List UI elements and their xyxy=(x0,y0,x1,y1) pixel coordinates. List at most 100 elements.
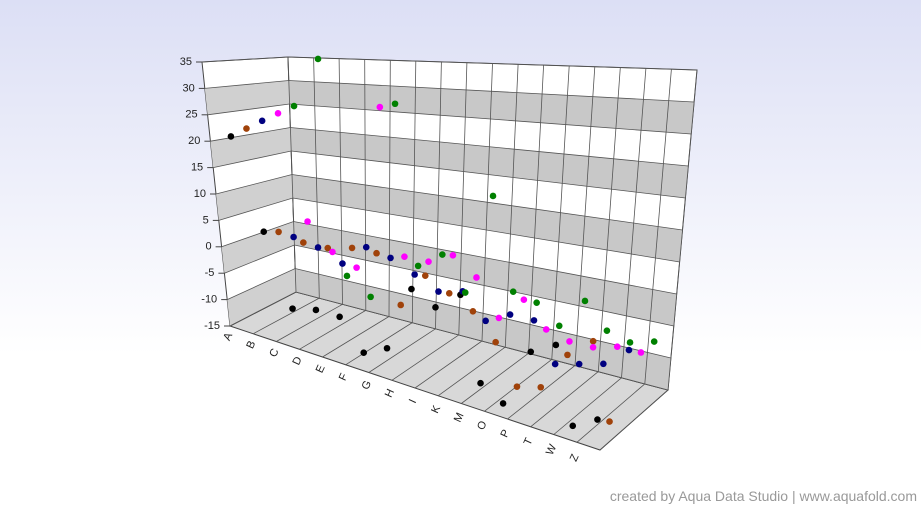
point xyxy=(495,314,503,322)
x-tick-label: G xyxy=(360,379,374,392)
point xyxy=(552,341,560,349)
band xyxy=(204,80,290,115)
point xyxy=(509,288,517,295)
point xyxy=(314,55,322,63)
point xyxy=(600,360,607,368)
point xyxy=(589,337,597,345)
point xyxy=(469,308,477,315)
point xyxy=(566,338,573,345)
point xyxy=(445,289,453,297)
y-tick-label: 15 xyxy=(191,162,203,174)
y-tick-label: 35 xyxy=(180,56,192,68)
x-tick-label: P xyxy=(498,428,512,440)
point xyxy=(613,343,621,351)
y-tick-label: 30 xyxy=(183,82,195,94)
category-grid xyxy=(391,62,468,381)
band xyxy=(210,127,292,168)
point xyxy=(387,254,394,262)
point xyxy=(489,192,497,200)
point xyxy=(300,239,307,246)
point xyxy=(492,338,499,346)
point xyxy=(589,343,597,351)
point xyxy=(339,260,346,267)
category-grid xyxy=(530,67,621,428)
point xyxy=(324,244,332,252)
y-tick-label: 10 xyxy=(194,188,206,200)
point xyxy=(594,416,601,423)
point xyxy=(461,289,469,296)
point xyxy=(499,400,507,407)
category-grid xyxy=(276,58,343,342)
category-grid xyxy=(414,63,493,389)
x-tick-label: F xyxy=(337,371,351,382)
point xyxy=(367,293,374,301)
y-tick-label: -5 xyxy=(205,267,215,279)
point xyxy=(575,360,583,368)
point xyxy=(411,271,418,278)
point xyxy=(260,228,268,236)
point xyxy=(435,288,442,295)
point xyxy=(383,344,391,352)
x-tick-label: D xyxy=(290,355,304,367)
x-tick-label: I xyxy=(407,397,419,405)
point xyxy=(564,351,571,359)
point xyxy=(343,272,351,280)
point xyxy=(432,304,439,311)
point xyxy=(477,379,484,387)
point xyxy=(408,285,415,293)
band xyxy=(221,221,295,274)
point xyxy=(391,100,399,108)
category-grid xyxy=(252,57,320,335)
x-tick-label: C xyxy=(267,347,281,359)
category-grid xyxy=(322,60,391,358)
point xyxy=(421,272,429,280)
y-tick-label: -10 xyxy=(201,294,217,306)
point xyxy=(353,264,360,271)
x-tick-label: H xyxy=(383,387,397,399)
point xyxy=(533,299,540,306)
point xyxy=(449,252,457,259)
point xyxy=(650,338,658,345)
point xyxy=(312,306,320,314)
category-grid xyxy=(299,59,367,350)
x-tick-label: A xyxy=(221,330,235,342)
category-grid xyxy=(345,61,417,366)
point xyxy=(425,258,432,265)
point xyxy=(397,301,405,309)
point xyxy=(542,326,550,333)
y-tick-label: 25 xyxy=(185,109,197,121)
y-tick-label: 20 xyxy=(188,135,200,147)
x-tick-label: K xyxy=(429,403,443,415)
point xyxy=(373,249,380,257)
band xyxy=(227,268,296,326)
point xyxy=(551,360,559,368)
category-grid xyxy=(368,61,442,373)
point xyxy=(625,346,633,354)
band xyxy=(216,174,293,221)
x-tick-label: O xyxy=(475,419,490,432)
point xyxy=(360,349,368,357)
x-tick-label: W xyxy=(544,442,560,457)
category-grid xyxy=(484,65,570,412)
point xyxy=(606,418,613,425)
point xyxy=(376,103,384,111)
point xyxy=(530,317,538,324)
point xyxy=(348,244,356,252)
point xyxy=(482,317,489,325)
category-grid xyxy=(437,64,519,397)
category-grid xyxy=(553,68,647,435)
point xyxy=(258,117,266,125)
point xyxy=(290,102,298,110)
category-grid xyxy=(229,56,297,327)
x-tick-label: B xyxy=(244,339,258,351)
point xyxy=(362,243,370,251)
point xyxy=(581,297,589,305)
point xyxy=(473,274,480,281)
category-grid xyxy=(576,69,672,443)
x-tick-label: M xyxy=(452,411,467,424)
point xyxy=(290,233,297,241)
point xyxy=(329,248,336,256)
category-grid xyxy=(507,66,596,420)
